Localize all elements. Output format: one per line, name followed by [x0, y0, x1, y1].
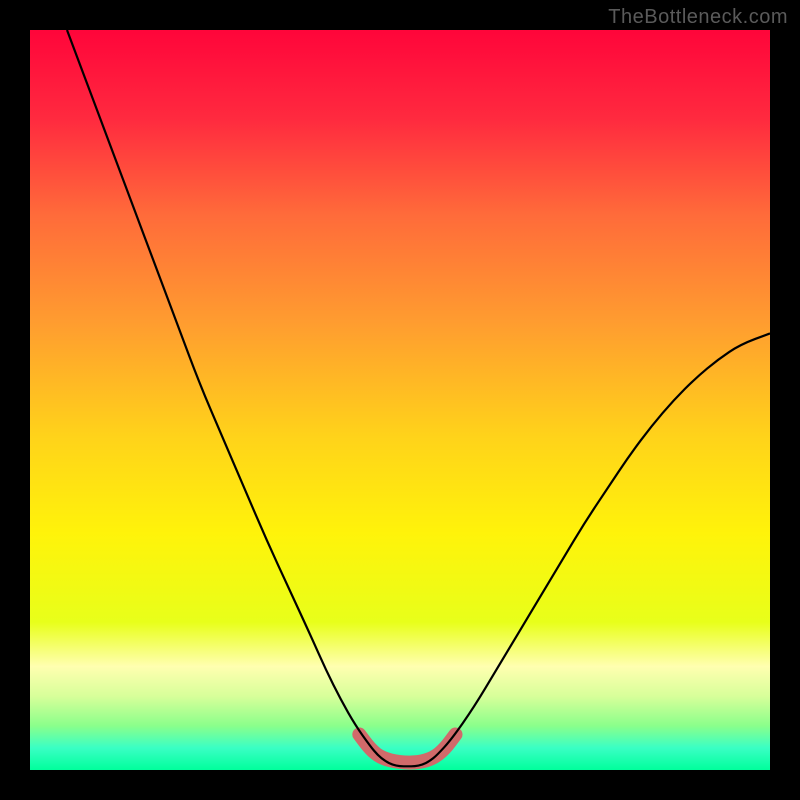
watermark-text: TheBottleneck.com [608, 6, 788, 29]
plot-area [30, 30, 770, 770]
bottleneck-curve [30, 30, 770, 770]
bottleneck-curve-line [67, 30, 770, 766]
optimal-range-highlight [359, 734, 455, 762]
